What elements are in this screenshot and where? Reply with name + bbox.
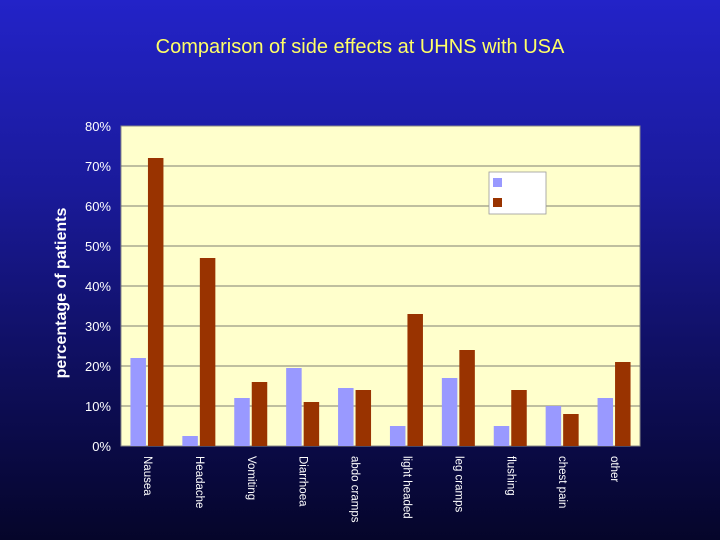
bar-uhns (389, 426, 406, 446)
x-tick-label: Nausea (141, 456, 153, 496)
bar-uhns (545, 406, 562, 446)
bar-uhns (493, 426, 510, 446)
bar-uhns (338, 388, 354, 446)
bar-usa (459, 350, 475, 446)
bar-uhns (286, 368, 302, 446)
y-tick-label: 60% (85, 199, 111, 214)
x-tick-label: Headache (193, 456, 205, 508)
bar-usa (147, 158, 164, 446)
bar-uhns (234, 398, 250, 446)
bars (130, 158, 631, 446)
bar-usa (563, 414, 579, 446)
bar-usa (615, 362, 631, 446)
x-tick-label: light headed (400, 456, 412, 519)
legend-label-usa: USA (505, 196, 530, 210)
slide-title: Comparison of side effects at UHNS with … (155, 36, 565, 58)
bar-usa (199, 258, 216, 446)
legend-swatch-uhns (493, 178, 502, 187)
bar-usa (407, 314, 423, 446)
y-tick-label: 70% (85, 159, 111, 174)
bar-usa (251, 382, 268, 446)
x-tick-label: abdo cramps (349, 456, 361, 523)
y-tick-label: 30% (85, 319, 111, 334)
y-tick-label: 80% (85, 119, 111, 134)
x-tick-label: Vomiting (245, 456, 257, 500)
bar-usa (511, 390, 527, 446)
bar-uhns (597, 398, 614, 446)
bar-usa (303, 402, 320, 446)
y-axis-label: percentage of patients (53, 208, 70, 379)
x-axis-ticks: Nausea Headache Vomiting Diarrhoea abdo cram… (141, 456, 620, 523)
y-tick-label: 50% (85, 239, 111, 254)
legend: UHNS USA (488, 171, 547, 215)
y-axis-ticks: 0% 10% 20% 30% 40% 50% 60% 70% 80% (85, 119, 111, 454)
y-tick-label: 20% (85, 359, 111, 374)
legend-label-uhns: UHNS (505, 176, 539, 190)
bar-usa (355, 390, 372, 446)
x-tick-label: flushing (504, 456, 516, 496)
x-tick-label: other (608, 456, 620, 482)
bar-uhns (182, 436, 198, 446)
bar-uhns (130, 358, 146, 446)
y-tick-label: 0% (92, 439, 111, 454)
bar-uhns (441, 378, 458, 446)
x-tick-label: chest pain (556, 456, 568, 508)
legend-swatch-usa (493, 198, 502, 207)
y-tick-label: 10% (85, 399, 111, 414)
x-tick-label: Diarrhoea (297, 456, 309, 507)
y-tick-label: 40% (85, 279, 111, 294)
x-tick-label: leg cramps (452, 456, 464, 512)
